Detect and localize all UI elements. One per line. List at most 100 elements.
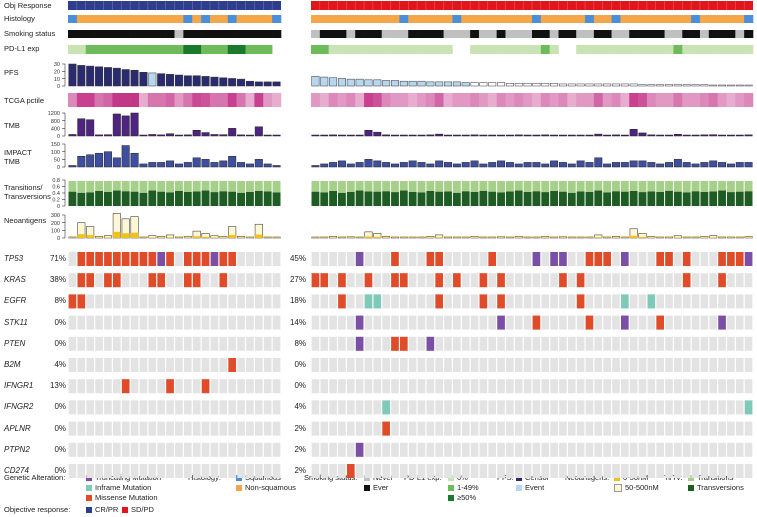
mutation-cell [112,315,121,330]
pfs-tick-label: 30 [54,62,60,68]
mutation-cell [272,252,281,266]
mutation-cell [311,294,320,309]
neo-low-bar [744,237,753,238]
mutation-cell [373,421,382,436]
mutation-cell [382,464,390,478]
mutation-cell [157,315,166,330]
mutation-cell [674,421,682,436]
histology-cell [68,15,78,23]
neo-low-bar [479,237,488,238]
neo-tick-label: 300 [51,213,60,219]
mutation-mark-missense [68,294,77,309]
neo-low-bar [638,236,647,238]
mutation-cell [77,464,86,478]
titv-transversions-bar [700,191,709,206]
mutation-cell [541,358,550,372]
titv-transitions-bar [497,181,505,193]
mutation-cell [506,315,514,330]
neo-low-bar [364,236,373,238]
tcga-cell [717,93,727,107]
mutation-cell [691,294,700,309]
mutation-mark-missense [148,252,157,266]
mutation-cell [674,358,682,372]
mutation-cell [479,336,488,351]
track-label-histology: Histology [4,14,35,23]
mutation-cell [254,421,263,436]
titv-transitions-bar [157,181,166,192]
impact-tmb-bar [183,162,192,168]
mutation-cell [700,252,709,266]
mutation-cell [647,442,656,457]
smoking-cell [245,30,255,38]
mutation-cell [77,315,86,330]
mutation-cell [272,294,281,309]
smoking-cell [496,30,506,38]
tcga-cell [487,93,497,107]
neo-low-bar [532,237,541,238]
mutation-cell [104,336,112,351]
titv-transitions-bar [95,181,103,191]
mutation-cell [665,294,673,309]
pfs-bar [709,84,718,87]
impact-tmb-bar [263,163,272,168]
histology-cell [425,15,436,23]
tcga-cell [319,93,329,107]
mutation-mark-inframe [364,294,373,309]
mutation-cell [559,336,567,351]
histology-cell [585,15,595,23]
tcga-cell [311,93,321,107]
neo-low-bar [246,237,254,238]
mutation-cell [408,358,417,372]
mutation-cell [130,379,139,394]
impact-tmb-bar [541,163,550,168]
mutation-cell [329,400,337,415]
pdl1-cell [112,45,122,54]
mutation-mark-missense [228,252,237,266]
mutation-cell [139,400,148,415]
tmb-bar [245,134,254,137]
mutation-cell [426,421,435,436]
titv-transversions-bar [532,191,541,206]
mutation-cell [718,442,726,457]
histology-cell [76,15,87,23]
smoking-cell [708,30,718,38]
impact-tmb-bar [735,162,744,168]
censor-swatch [516,475,522,482]
mutation-mark-missense [183,273,192,288]
mutation-mark-missense [532,315,541,330]
mutation-cell [246,294,254,309]
smoking-cell [567,30,577,38]
mutation-cell [237,464,245,478]
tmb-bar [426,134,435,137]
mutation-cell [541,294,550,309]
mutation-cell [674,252,682,266]
mutation-mark-missense [320,273,329,288]
mutation-mark-inframe [744,400,753,415]
mutation-cell [175,336,183,351]
mutation-cell [621,336,629,351]
mutation-cell [514,336,523,351]
mutation-cell [246,315,254,330]
tmb-bar [373,131,382,137]
histology-cell [567,15,577,23]
pfs-bar [373,79,382,87]
titv-transversions-bar [417,192,426,206]
mutation-mark-missense [183,252,192,266]
titv-transversions-bar [585,191,594,206]
mutation-cell [647,358,656,372]
tcga-cell [638,93,648,107]
mutation-cell [130,400,139,415]
impact-tmb-bar [329,162,338,168]
gene-pct-nonresponders: 2% [294,444,306,454]
mutation-cell [435,358,443,372]
titv-transversions-bar [219,191,228,206]
tmb-tick-label: 1200 [48,111,60,117]
mutation-mark-missense [435,273,443,288]
mutation-cell [346,252,355,266]
smoking-cell [183,30,193,38]
mutation-cell [488,379,497,394]
tmb-bar [744,134,753,137]
impact-tmb-bar [505,162,514,168]
pfs-bar [157,73,166,87]
titv-transitions-bar [382,181,391,192]
